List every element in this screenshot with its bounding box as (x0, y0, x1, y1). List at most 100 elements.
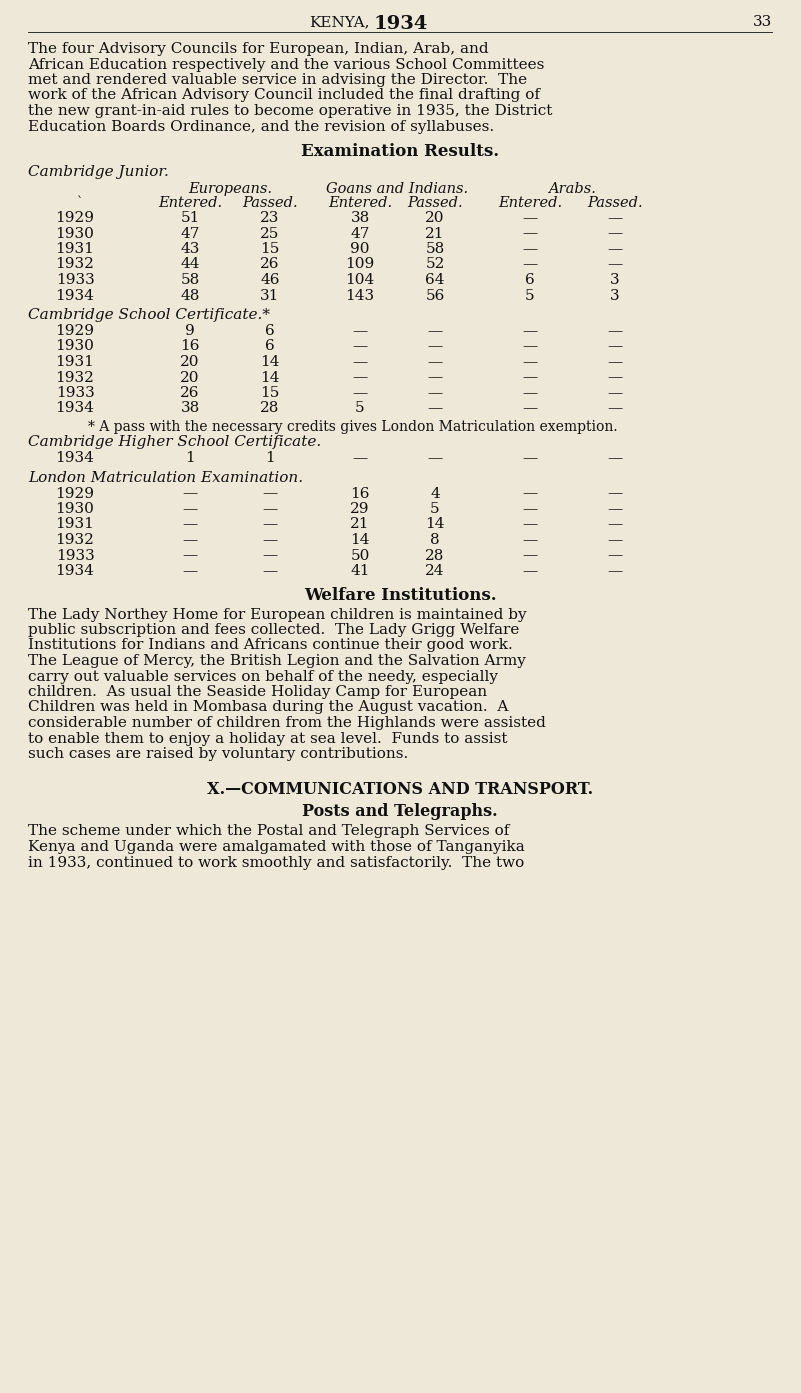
Text: 5: 5 (430, 501, 440, 515)
Text: 28: 28 (260, 401, 280, 415)
Text: Children was held in Mombasa during the August vacation.  A: Children was held in Mombasa during the … (28, 701, 509, 715)
Text: carry out valuable services on behalf of the needy, especially: carry out valuable services on behalf of… (28, 670, 498, 684)
Text: 143: 143 (345, 288, 375, 302)
Text: 64: 64 (425, 273, 445, 287)
Text: —: — (263, 564, 278, 578)
Text: 1932: 1932 (55, 258, 95, 272)
Text: Passed.: Passed. (242, 196, 298, 210)
Text: —: — (428, 451, 443, 465)
Text: —: — (263, 518, 278, 532)
Text: —: — (607, 210, 622, 226)
Text: —: — (183, 534, 198, 547)
Text: 43: 43 (180, 242, 199, 256)
Text: 20: 20 (425, 210, 445, 226)
Text: Cambridge School Certificate.*: Cambridge School Certificate.* (28, 308, 270, 322)
Text: 1932: 1932 (55, 371, 95, 384)
Text: in 1933, continued to work smoothly and satisfactorily.  The two: in 1933, continued to work smoothly and … (28, 855, 524, 869)
Text: 41: 41 (350, 564, 370, 578)
Text: 14: 14 (260, 355, 280, 369)
Text: 1931: 1931 (55, 242, 95, 256)
Text: —: — (607, 486, 622, 500)
Text: The scheme under which the Postal and Telegraph Services of: The scheme under which the Postal and Te… (28, 825, 509, 839)
Text: 48: 48 (180, 288, 199, 302)
Text: —: — (522, 451, 537, 465)
Text: —: — (522, 501, 537, 515)
Text: 20: 20 (180, 355, 199, 369)
Text: —: — (522, 401, 537, 415)
Text: 104: 104 (345, 273, 375, 287)
Text: 8: 8 (430, 534, 440, 547)
Text: —: — (522, 564, 537, 578)
Text: 1930: 1930 (55, 227, 95, 241)
Text: 38: 38 (180, 401, 199, 415)
Text: Goans and Indians.: Goans and Indians. (326, 182, 468, 196)
Text: 109: 109 (345, 258, 375, 272)
Text: —: — (522, 534, 537, 547)
Text: to enable them to enjoy a holiday at sea level.  Funds to assist: to enable them to enjoy a holiday at sea… (28, 731, 508, 745)
Text: 31: 31 (260, 288, 280, 302)
Text: —: — (183, 564, 198, 578)
Text: Examination Results.: Examination Results. (301, 143, 499, 160)
Text: —: — (522, 355, 537, 369)
Text: public subscription and fees collected.  The Lady Grigg Welfare: public subscription and fees collected. … (28, 623, 519, 637)
Text: London Matriculation Examination.: London Matriculation Examination. (28, 471, 303, 485)
Text: —: — (522, 371, 537, 384)
Text: such cases are raised by voluntary contributions.: such cases are raised by voluntary contr… (28, 747, 409, 761)
Text: Welfare Institutions.: Welfare Institutions. (304, 588, 497, 605)
Text: work of the African Advisory Council included the final drafting of: work of the African Advisory Council inc… (28, 89, 540, 103)
Text: —: — (522, 340, 537, 354)
Text: —: — (607, 401, 622, 415)
Text: Institutions for Indians and Africans continue their good work.: Institutions for Indians and Africans co… (28, 638, 513, 652)
Text: 3: 3 (610, 288, 620, 302)
Text: Europeans.: Europeans. (188, 182, 272, 196)
Text: The League of Mercy, the British Legion and the Salvation Army: The League of Mercy, the British Legion … (28, 653, 526, 669)
Text: considerable number of children from the Highlands were assisted: considerable number of children from the… (28, 716, 545, 730)
Text: 1929: 1929 (55, 210, 95, 226)
Text: children.  As usual the Seaside Holiday Camp for European: children. As usual the Seaside Holiday C… (28, 685, 487, 699)
Text: 14: 14 (350, 534, 370, 547)
Text: —: — (428, 325, 443, 338)
Text: 29: 29 (350, 501, 370, 515)
Text: 15: 15 (260, 386, 280, 400)
Text: 51: 51 (180, 210, 199, 226)
Text: 50: 50 (350, 549, 370, 563)
Text: Education Boards Ordinance, and the revision of syllabuses.: Education Boards Ordinance, and the revi… (28, 120, 494, 134)
Text: 25: 25 (260, 227, 280, 241)
Text: 26: 26 (180, 386, 199, 400)
Text: —: — (607, 501, 622, 515)
Text: —: — (263, 534, 278, 547)
Text: 16: 16 (350, 486, 370, 500)
Text: 14: 14 (425, 518, 445, 532)
Text: —: — (522, 549, 537, 563)
Text: 1931: 1931 (55, 518, 95, 532)
Text: Arabs.: Arabs. (548, 182, 596, 196)
Text: —: — (352, 340, 368, 354)
Text: 1934: 1934 (55, 451, 95, 465)
Text: —: — (263, 486, 278, 500)
Text: —: — (522, 210, 537, 226)
Text: * A pass with the necessary credits gives London Matriculation exemption.: * A pass with the necessary credits give… (88, 421, 618, 435)
Text: Kenya and Uganda were amalgamated with those of Tanganyika: Kenya and Uganda were amalgamated with t… (28, 840, 525, 854)
Text: —: — (183, 501, 198, 515)
Text: 14: 14 (260, 371, 280, 384)
Text: Entered.: Entered. (158, 196, 222, 210)
Text: 47: 47 (350, 227, 370, 241)
Text: —: — (607, 242, 622, 256)
Text: 1930: 1930 (55, 340, 95, 354)
Text: —: — (607, 386, 622, 400)
Text: 26: 26 (260, 258, 280, 272)
Text: 15: 15 (260, 242, 280, 256)
Text: 1934: 1934 (55, 288, 95, 302)
Text: 38: 38 (350, 210, 369, 226)
Text: 44: 44 (180, 258, 199, 272)
Text: —: — (428, 371, 443, 384)
Text: 1934: 1934 (55, 564, 95, 578)
Text: —: — (607, 340, 622, 354)
Text: —: — (352, 355, 368, 369)
Text: 58: 58 (180, 273, 199, 287)
Text: 1930: 1930 (55, 501, 95, 515)
Text: X.—COMMUNICATIONS AND TRANSPORT.: X.—COMMUNICATIONS AND TRANSPORT. (207, 780, 593, 798)
Text: 58: 58 (425, 242, 445, 256)
Text: —: — (522, 325, 537, 338)
Text: —: — (607, 451, 622, 465)
